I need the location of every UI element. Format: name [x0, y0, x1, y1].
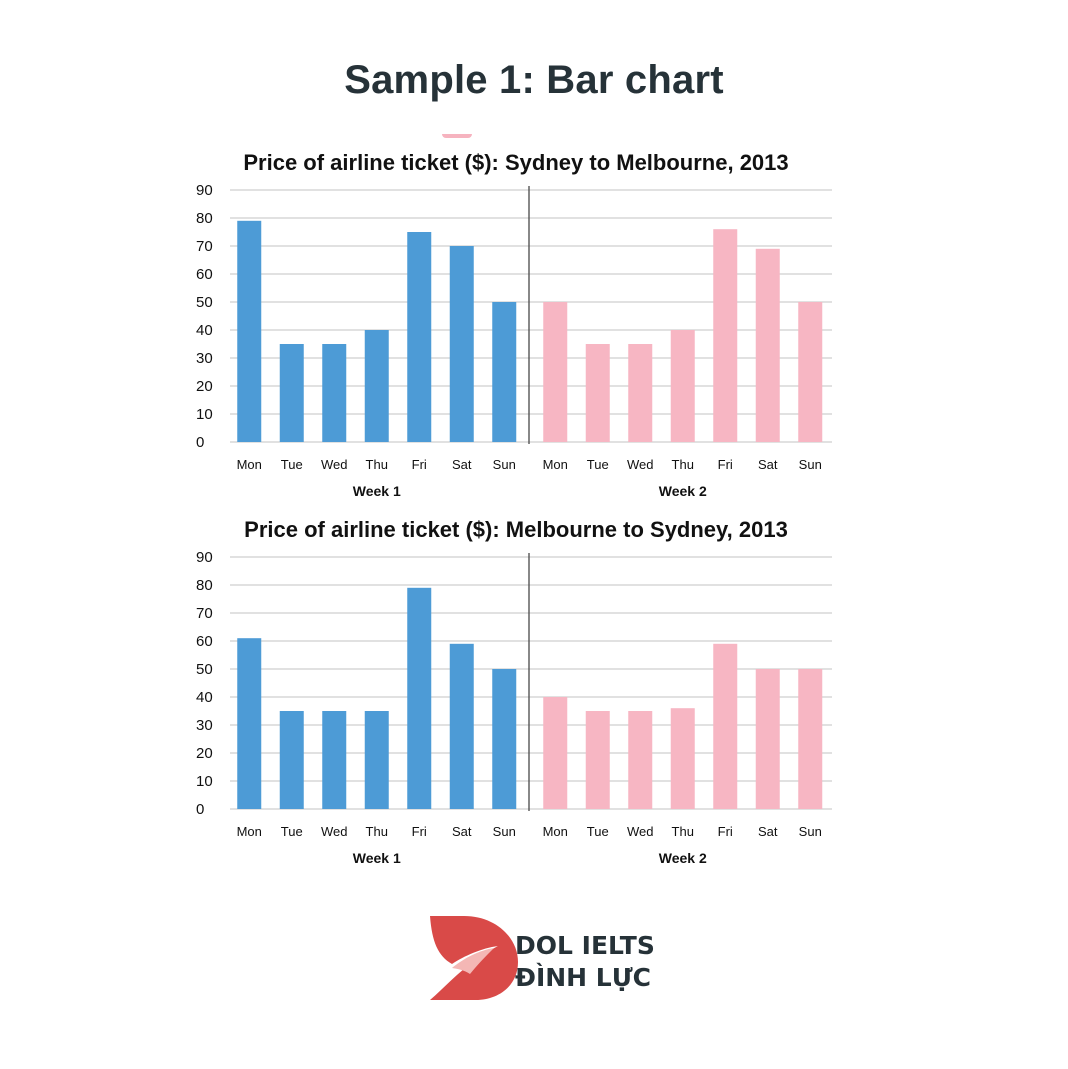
bar-week-1-fri	[407, 587, 432, 809]
bar-week-1-thu	[364, 711, 389, 809]
bar-week-1-mon	[237, 638, 262, 809]
bar-week-1-sun	[492, 302, 517, 442]
bar-week-2-sat	[755, 669, 780, 809]
bar-week-2-fri	[713, 643, 738, 809]
x-tick-label: Sun	[799, 824, 822, 839]
x-tick-label: Thu	[366, 457, 388, 472]
bar-week-2-sun	[798, 302, 823, 442]
x-tick-label: Wed	[627, 457, 654, 472]
dol-logo-icon	[430, 916, 518, 1000]
bar-week-1-tue	[279, 344, 304, 442]
x-tick-label: Fri	[412, 457, 427, 472]
x-tick-label: Sun	[493, 457, 516, 472]
y-tick-label: 60	[196, 633, 213, 650]
group-label: Week 1	[353, 483, 401, 499]
decorative-mark	[442, 134, 472, 138]
bar-week-1-mon	[237, 220, 262, 442]
bar-week-2-thu	[670, 708, 695, 809]
x-tick-label: Wed	[627, 824, 654, 839]
y-tick-label: 40	[196, 322, 213, 339]
y-tick-label: 10	[196, 773, 213, 790]
y-tick-label: 80	[196, 210, 213, 227]
bar-week-1-fri	[407, 232, 432, 442]
y-tick-label: 50	[196, 294, 213, 311]
x-tick-label: Mon	[237, 457, 262, 472]
chart-title: Price of airline ticket ($): Sydney to M…	[243, 150, 788, 175]
chart-melbourne-to-sydney: Price of airline ticket ($): Melbourne t…	[196, 517, 832, 866]
x-tick-label: Sun	[493, 824, 516, 839]
x-tick-label: Thu	[366, 824, 388, 839]
y-tick-label: 70	[196, 238, 213, 255]
y-tick-label: 60	[196, 266, 213, 283]
x-tick-label: Mon	[543, 457, 568, 472]
x-tick-label: Sat	[452, 457, 472, 472]
bar-week-1-sun	[492, 669, 517, 809]
group-label: Week 2	[659, 850, 707, 866]
x-tick-label: Wed	[321, 457, 348, 472]
bar-week-2-fri	[713, 229, 738, 442]
brand-line-2: ĐÌNH LỰC	[515, 963, 651, 992]
y-tick-label: 30	[196, 717, 213, 734]
x-tick-label: Sat	[758, 457, 778, 472]
bar-week-2-mon	[543, 302, 568, 442]
y-tick-label: 20	[196, 745, 213, 762]
group-label: Week 2	[659, 483, 707, 499]
x-tick-label: Tue	[281, 824, 303, 839]
y-tick-label: 90	[196, 182, 213, 199]
bar-week-2-mon	[543, 697, 568, 809]
x-tick-label: Sat	[452, 824, 472, 839]
x-tick-label: Sun	[799, 457, 822, 472]
y-tick-label: 0	[196, 801, 204, 818]
x-tick-label: Fri	[718, 824, 733, 839]
x-tick-label: Mon	[237, 824, 262, 839]
group-label: Week 1	[353, 850, 401, 866]
y-tick-label: 10	[196, 406, 213, 423]
y-tick-label: 20	[196, 378, 213, 395]
bar-week-2-sat	[755, 248, 780, 442]
y-tick-label: 50	[196, 661, 213, 678]
brand-line-1: DOL IELTS	[515, 931, 655, 960]
bar-week-2-wed	[628, 711, 653, 809]
x-tick-label: Fri	[718, 457, 733, 472]
bar-week-1-wed	[322, 711, 347, 809]
x-tick-label: Sat	[758, 824, 778, 839]
x-tick-label: Wed	[321, 824, 348, 839]
bar-week-1-sat	[449, 643, 474, 809]
x-tick-label: Thu	[672, 457, 694, 472]
y-tick-label: 0	[196, 434, 204, 451]
brand-name: DOL IELTS ĐÌNH LỰC	[515, 930, 655, 994]
x-tick-label: Thu	[672, 824, 694, 839]
page-title: Sample 1: Bar chart	[344, 58, 724, 102]
x-tick-label: Fri	[412, 824, 427, 839]
chart-sydney-to-melbourne: Price of airline ticket ($): Sydney to M…	[196, 150, 832, 499]
y-tick-label: 40	[196, 689, 213, 706]
bar-week-2-sun	[798, 669, 823, 809]
bar-week-1-sat	[449, 246, 474, 442]
bar-week-2-tue	[585, 344, 610, 442]
x-tick-label: Tue	[281, 457, 303, 472]
x-tick-label: Tue	[587, 824, 609, 839]
bar-week-1-thu	[364, 330, 389, 442]
bar-week-1-tue	[279, 711, 304, 809]
x-tick-label: Tue	[587, 457, 609, 472]
y-tick-label: 70	[196, 605, 213, 622]
bar-week-1-wed	[322, 344, 347, 442]
bar-week-2-wed	[628, 344, 653, 442]
y-tick-label: 30	[196, 350, 213, 367]
chart-title: Price of airline ticket ($): Melbourne t…	[244, 517, 788, 542]
x-tick-label: Mon	[543, 824, 568, 839]
y-tick-label: 80	[196, 577, 213, 594]
bar-week-2-thu	[670, 330, 695, 442]
bar-week-2-tue	[585, 711, 610, 809]
y-tick-label: 90	[196, 549, 213, 566]
